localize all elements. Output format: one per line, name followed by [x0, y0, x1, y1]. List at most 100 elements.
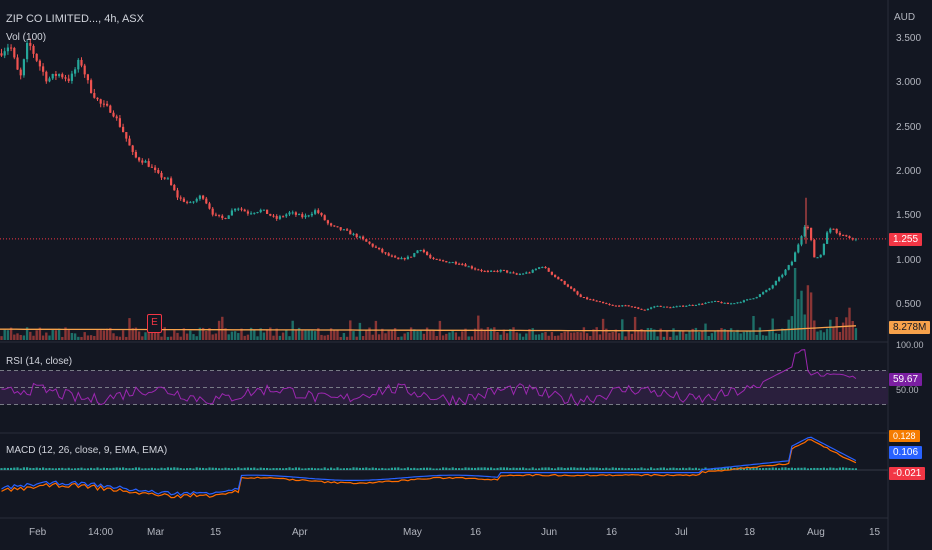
candle-body [816, 257, 819, 259]
macd-histogram-bar [672, 467, 675, 470]
macd-histogram-bar [54, 468, 57, 470]
macd-histogram-bar [410, 468, 413, 470]
macd-histogram-bar [682, 467, 685, 470]
volume-bar [685, 333, 688, 340]
volume-bar [6, 330, 10, 340]
volume-bar [205, 330, 208, 340]
volume-bar [419, 330, 422, 340]
candle-body [179, 197, 182, 199]
macd-label[interactable]: MACD (12, 26, close, 9, EMA, EMA) [6, 445, 168, 456]
macd-histogram-bar [826, 468, 829, 470]
candle-body [109, 105, 112, 113]
volume-bar [678, 330, 682, 340]
candle-body [291, 212, 294, 214]
volume-label[interactable]: Vol (100) [6, 32, 47, 43]
macd-histogram-bar [154, 468, 157, 470]
macd-histogram-bar [29, 467, 32, 470]
macd-histogram-bar [694, 467, 697, 470]
macd-histogram-bar [150, 467, 153, 470]
macd-histogram-bar [224, 467, 227, 470]
volume-bar [694, 327, 698, 340]
macd-histogram-bar [640, 467, 643, 470]
candle-body [477, 269, 480, 271]
candle-body [666, 306, 669, 308]
macd-histogram-bar [442, 467, 445, 470]
candle-body [237, 208, 240, 210]
volume-bar [233, 331, 237, 340]
volume-bar [355, 336, 358, 340]
macd-histogram-bar [250, 467, 253, 470]
volume-bar [377, 334, 381, 340]
candle-body [653, 306, 656, 308]
macd-histogram-bar [102, 467, 105, 470]
macd-histogram-bar [528, 468, 531, 470]
macd-histogram-bar [816, 467, 819, 470]
candle-body [669, 307, 672, 309]
candle-body [685, 305, 688, 307]
candle-body [736, 302, 739, 304]
volume-bar [713, 331, 717, 340]
macd-histogram-bar [282, 468, 285, 470]
candle-body [307, 215, 310, 217]
candle-body [451, 262, 454, 264]
volume-bar [115, 336, 118, 340]
earnings-marker-icon[interactable]: E [147, 314, 162, 333]
macd-histogram-bar [851, 468, 854, 470]
volume-bar [406, 332, 410, 340]
candle-body [490, 270, 493, 272]
volume-bar [829, 319, 832, 340]
candle-body [394, 256, 397, 258]
macd-histogram-bar [371, 467, 374, 470]
candle-body [371, 243, 374, 247]
rsi-label[interactable]: RSI (14, close) [6, 356, 73, 367]
time-tick-label: 14:00 [88, 527, 114, 538]
volume-bar [144, 332, 147, 340]
candle-body [349, 230, 352, 235]
macd-histogram-bar [531, 467, 534, 470]
macd-histogram-bar [819, 467, 822, 470]
macd-histogram-bar [368, 468, 371, 470]
macd-histogram-bar [112, 467, 115, 470]
volume-bar [765, 335, 768, 340]
candle-body [419, 249, 422, 251]
rsi-value-tag: 59.67 [889, 373, 923, 386]
candle-body [224, 218, 227, 220]
macd-histogram-bar [192, 468, 195, 470]
candle-body [176, 190, 179, 198]
candle-body [294, 212, 297, 215]
macd-histogram-bar [512, 467, 515, 470]
macd-histogram-bar [64, 468, 67, 470]
volume-bar [22, 335, 26, 340]
volume-bar [57, 328, 61, 340]
volume-bar [269, 327, 272, 340]
price-tick-label: 3.000 [896, 77, 922, 89]
macd-histogram-bar [406, 467, 409, 470]
volume-bar [313, 331, 317, 340]
volume-bar [99, 328, 102, 340]
macd-histogram-bar [256, 468, 259, 470]
time-tick-label: May [403, 527, 422, 538]
macd-histogram-bar [448, 468, 451, 470]
macd-histogram-bar [592, 467, 595, 470]
candle-body [710, 301, 713, 303]
volume-bar [297, 327, 301, 340]
candle-body [499, 269, 502, 272]
time-tick-label: Jul [675, 527, 688, 538]
candle-body [755, 296, 758, 299]
macd-histogram-bar [477, 467, 480, 470]
volume-bar [745, 330, 749, 340]
volume-bar [662, 336, 666, 340]
volume-bar [758, 327, 762, 340]
volume-bar [547, 335, 550, 340]
candle-body [803, 226, 806, 237]
macd-histogram-bar [269, 468, 272, 470]
volume-bar [211, 334, 214, 340]
volume-bar [819, 330, 822, 340]
macd-histogram-bar [131, 468, 134, 470]
candle-body [774, 280, 777, 286]
candle-body [205, 198, 208, 204]
volume-bar [646, 327, 650, 340]
symbol-title[interactable]: ZIP CO LIMITED..., 4h, ASX [6, 13, 144, 25]
volume-bar [816, 331, 819, 340]
